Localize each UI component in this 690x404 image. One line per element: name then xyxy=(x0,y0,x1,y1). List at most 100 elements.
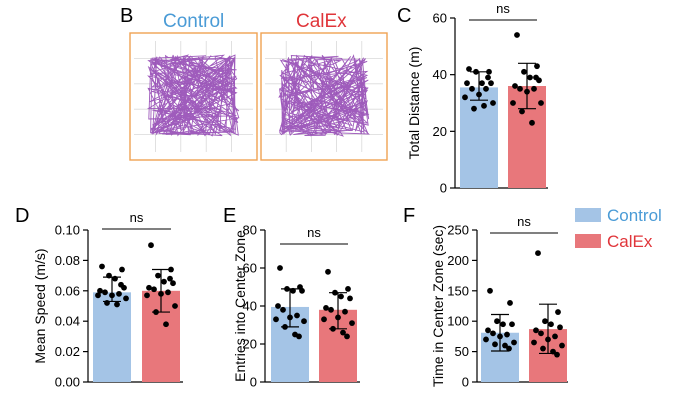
data-point xyxy=(294,312,300,319)
legend: Control CalEx xyxy=(575,206,662,251)
data-point xyxy=(534,63,540,70)
data-point xyxy=(287,314,293,321)
data-point xyxy=(277,265,283,271)
data-point xyxy=(483,85,489,92)
data-point xyxy=(165,289,171,296)
data-point xyxy=(466,66,472,72)
y-tick-label: 20 xyxy=(433,124,447,139)
data-point xyxy=(323,305,329,311)
data-point xyxy=(510,100,516,106)
track-path xyxy=(146,54,240,137)
panel-letter: C xyxy=(397,5,411,27)
data-point xyxy=(471,105,477,112)
data-point xyxy=(490,330,496,337)
data-point xyxy=(531,339,537,346)
data-point xyxy=(95,292,101,299)
data-point xyxy=(502,342,508,349)
data-point xyxy=(514,32,520,38)
significance-label: ns xyxy=(496,1,510,16)
data-point xyxy=(531,85,537,92)
arena-calex xyxy=(260,32,388,161)
y-tick-label: 150 xyxy=(447,283,469,298)
data-point xyxy=(301,318,307,325)
data-point xyxy=(542,318,548,325)
data-point xyxy=(114,301,120,308)
data-point xyxy=(340,329,346,336)
data-point xyxy=(99,263,105,270)
data-point xyxy=(535,250,541,257)
data-point xyxy=(146,284,152,291)
data-point xyxy=(338,293,344,300)
data-point xyxy=(102,289,108,296)
data-point xyxy=(123,295,129,302)
data-point xyxy=(557,324,563,331)
data-point xyxy=(332,289,338,296)
data-point xyxy=(507,300,513,306)
data-point xyxy=(490,100,496,106)
y-tick-label: 20 xyxy=(243,337,257,352)
data-point xyxy=(335,314,341,321)
data-point xyxy=(342,308,348,315)
chart-d-mean-speed: D 0.00 0.02 0.04 0.06 0.08 0.10 Mean Speed (m/s… xyxy=(15,205,183,390)
data-point xyxy=(153,309,159,315)
data-point xyxy=(151,286,157,293)
data-point xyxy=(506,345,512,352)
bar-control xyxy=(93,292,131,382)
y-tick-label: 0.10 xyxy=(55,223,80,238)
data-point xyxy=(533,327,539,334)
data-point xyxy=(328,306,334,313)
data-point xyxy=(524,88,530,95)
data-point xyxy=(538,330,544,337)
data-point xyxy=(172,303,178,309)
data-point xyxy=(488,80,494,87)
data-point xyxy=(545,336,551,343)
data-point xyxy=(170,280,176,287)
data-point xyxy=(168,266,174,273)
chart-c-total-distance: C 0 20 40 60 Total Distance (m) ns xyxy=(397,1,548,196)
data-point xyxy=(118,281,124,288)
panel-b-tracking: B Control CalEx xyxy=(120,5,388,161)
y-tick-label: 0.00 xyxy=(55,375,80,390)
data-point xyxy=(349,320,355,326)
data-point xyxy=(161,278,167,285)
panel-letter: D xyxy=(15,205,29,227)
data-point xyxy=(345,286,351,292)
y-tick-label: 40 xyxy=(433,67,447,82)
data-point xyxy=(284,286,290,292)
y-tick-label: 0 xyxy=(440,181,447,196)
data-point xyxy=(464,80,470,87)
data-point xyxy=(299,287,305,294)
data-point xyxy=(479,80,485,87)
data-point xyxy=(473,68,479,75)
data-point xyxy=(462,94,468,101)
data-point xyxy=(550,348,556,355)
data-point xyxy=(163,321,169,328)
y-tick-label: 0.04 xyxy=(55,314,80,329)
data-point xyxy=(521,68,527,75)
y-tick-label: 60 xyxy=(433,11,447,26)
panel-b-title-calex: CalEx xyxy=(296,11,347,32)
y-axis-label: Entries into Center Zone xyxy=(232,230,248,382)
y-axis-label: Mean Speed (m/s) xyxy=(32,248,48,363)
data-point xyxy=(347,295,353,302)
data-point xyxy=(104,300,110,306)
data-point xyxy=(512,83,518,89)
legend-label-control: Control xyxy=(607,206,662,225)
data-point xyxy=(552,333,558,340)
data-point xyxy=(469,85,475,92)
data-point xyxy=(119,266,125,273)
data-point xyxy=(155,272,161,279)
y-tick-label: 40 xyxy=(243,299,257,314)
y-tick-label: 0.08 xyxy=(55,253,80,268)
data-point xyxy=(554,351,560,358)
data-point xyxy=(487,287,493,294)
significance-label: ns xyxy=(307,225,321,240)
panel-letter: F xyxy=(403,205,415,227)
data-point xyxy=(527,74,533,81)
y-tick-label: 0.06 xyxy=(55,283,80,298)
data-point xyxy=(548,321,554,328)
legend-label-calex: CalEx xyxy=(607,232,653,251)
